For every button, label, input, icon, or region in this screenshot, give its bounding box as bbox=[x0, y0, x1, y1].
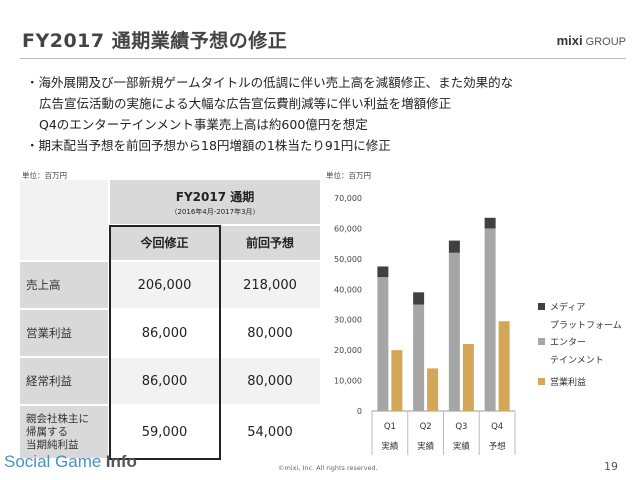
table-header-title: FY2017 通期 bbox=[175, 190, 255, 204]
row-label-operating-income: 営業利益 bbox=[20, 310, 108, 356]
legend-swatch bbox=[538, 378, 545, 385]
y-tick-label: 30,000 bbox=[334, 316, 362, 325]
table-corner bbox=[20, 180, 108, 260]
footer-brand-info: Info bbox=[105, 452, 137, 471]
legend-label: メディア bbox=[550, 301, 585, 313]
bar-entertainment bbox=[484, 228, 496, 411]
legend-label: テインメント bbox=[550, 355, 604, 366]
legend-label: エンター bbox=[550, 337, 586, 348]
cell-op-previous: 80,000 bbox=[247, 325, 293, 341]
cell-ord-current: 86,000 bbox=[141, 373, 188, 389]
y-tick-label: 60,000 bbox=[334, 224, 362, 233]
cell-net-previous: 54,000 bbox=[247, 424, 293, 440]
bar-operating-income bbox=[391, 350, 403, 411]
cell-op-current: 86,000 bbox=[141, 325, 188, 341]
current-column-highlight bbox=[109, 225, 221, 460]
cell-sales-current: 206,000 bbox=[137, 277, 192, 293]
legend-swatch bbox=[538, 338, 545, 345]
footer-brand-social: Social Game bbox=[4, 452, 102, 471]
bar-media-platform bbox=[377, 266, 389, 278]
bullet-1: ・海外展開及び一部新規ゲームタイトルの低調に伴い売上高を減額修正、また効果的な bbox=[26, 75, 514, 90]
bar-entertainment bbox=[377, 277, 389, 411]
title-divider bbox=[20, 58, 626, 59]
bullet-1-cont-1: 広告宣伝活動の実施による大幅な広告宣伝費削減等に伴い利益を増額修正 bbox=[39, 96, 452, 111]
x-tick-label: Q3 bbox=[455, 422, 467, 432]
table-header-period: FY2017 通期 （2016年4月-2017年3月） bbox=[110, 180, 320, 224]
x-tick-label: Q1 bbox=[384, 422, 396, 432]
x-tick-sublabel: 実績 bbox=[453, 441, 471, 452]
page-title: FY2017 通期業績予想の修正 bbox=[22, 30, 288, 52]
bullet-1-cont-2: Q4のエンターテインメント事業売上高は約600億円を想定 bbox=[39, 117, 368, 132]
legend-swatch bbox=[538, 303, 545, 310]
x-tick-sublabel: 実績 bbox=[381, 441, 399, 452]
logo-sub: GROUP bbox=[585, 36, 626, 48]
bar-media-platform bbox=[448, 240, 460, 253]
col-previous: 前回予想 bbox=[220, 226, 320, 260]
cell-net-current: 59,000 bbox=[141, 424, 188, 440]
bar-media-platform bbox=[484, 217, 496, 229]
bar-entertainment bbox=[413, 304, 425, 411]
copyright-notice: ©mixi, Inc. All rights reserved. bbox=[278, 464, 378, 472]
x-tick-label: Q4 bbox=[491, 422, 503, 432]
cell-ord-previous: 80,000 bbox=[247, 373, 293, 389]
bullet-2: ・期末配当予想を前回予想から18円増額の1株当たり91円に修正 bbox=[26, 138, 391, 153]
x-tick-label: Q2 bbox=[420, 422, 432, 432]
x-tick-sublabel: 予想 bbox=[489, 441, 507, 452]
logo-main: mixi bbox=[556, 33, 583, 48]
page-number: 19 bbox=[604, 460, 618, 473]
bar-entertainment bbox=[448, 252, 460, 411]
row-label-ordinary-income: 経常利益 bbox=[20, 358, 108, 404]
chart-unit-label: 単位：百万円 bbox=[326, 171, 371, 180]
bar-operating-income bbox=[462, 344, 474, 411]
legend-label: 営業利益 bbox=[550, 376, 586, 388]
table-header-dates: （2016年4月-2017年3月） bbox=[170, 208, 260, 216]
bar-operating-income bbox=[427, 368, 439, 411]
row-label-sales: 売上高 bbox=[20, 262, 108, 308]
bar-operating-income bbox=[498, 321, 510, 411]
y-tick-label: 10,000 bbox=[334, 377, 362, 386]
y-tick-label: 20,000 bbox=[334, 346, 362, 355]
table-row-bg bbox=[110, 358, 320, 404]
mixi-group-logo: mixi GROUP bbox=[557, 33, 626, 48]
y-tick-label: 40,000 bbox=[334, 285, 362, 294]
cell-sales-previous: 218,000 bbox=[243, 277, 297, 293]
y-tick-label: 50,000 bbox=[334, 255, 362, 264]
footer-brand-logo: Social Game Info bbox=[4, 452, 137, 472]
x-tick-sublabel: 実績 bbox=[417, 441, 435, 452]
quarterly-chart: 0 10,000 20,000 30,000 40,000 50,000 60,000 70,… bbox=[334, 194, 622, 455]
bar-media-platform bbox=[413, 292, 425, 305]
legend-label: プラットフォーム bbox=[550, 320, 622, 331]
col-current: 今回修正 bbox=[110, 226, 219, 260]
row-label-net-income: 親会社株主に 帰属する 当期純利益 bbox=[20, 406, 108, 458]
bullet-list: ・海外展開及び一部新規ゲームタイトルの低調に伴い売上高を減額修正、また効果的な … bbox=[26, 72, 626, 156]
table-unit-label: 単位：百万円 bbox=[22, 171, 67, 180]
y-tick-label: 0 bbox=[357, 407, 362, 416]
table-row-bg bbox=[110, 262, 320, 308]
y-tick-label: 70,000 bbox=[334, 194, 362, 203]
